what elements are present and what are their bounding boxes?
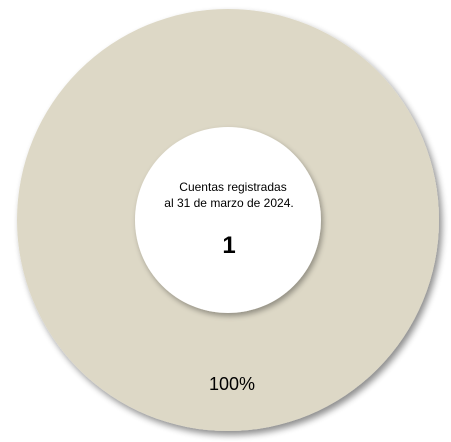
center-caption-line1: Cuentas registradas (179, 180, 286, 194)
center-total-value: 1 (222, 232, 235, 259)
donut-hole (135, 127, 321, 313)
center-caption-line2: al 31 de marzo de 2024. (164, 196, 293, 210)
slice-percent-label: 100% (209, 374, 255, 394)
